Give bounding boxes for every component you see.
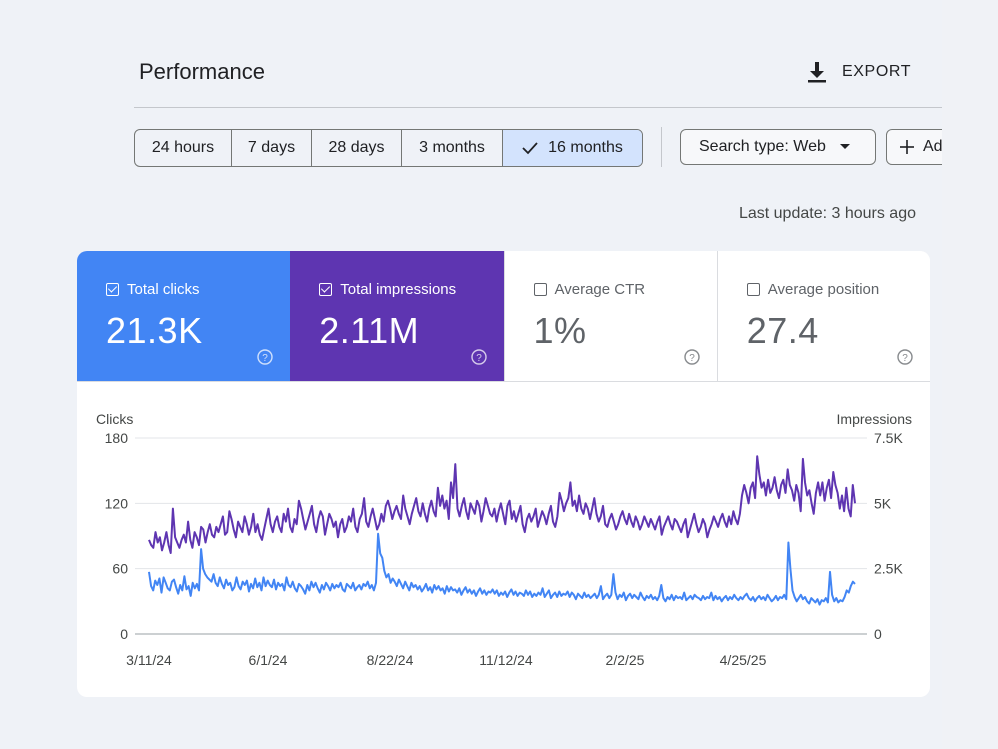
metric-label: Total clicks [127, 281, 200, 298]
dropdown-arrow-icon [839, 144, 850, 149]
date-range-16-months[interactable]: 16 months [503, 130, 642, 166]
y-tick-label-left: 120 [105, 495, 129, 511]
svg-text:?: ? [689, 353, 695, 364]
y-tick-label-left: 180 [105, 430, 129, 446]
page-title: Performance [139, 59, 265, 84]
search-type-label: Search type: Web [699, 138, 826, 155]
help-icon[interactable]: ? [897, 349, 913, 365]
metric-label-row: Total clicks [106, 281, 200, 298]
filter-separator [661, 127, 662, 167]
date-range-label: 16 months [548, 139, 623, 156]
date-range-selector: 24 hours 7 days 28 days 3 months 16 mont… [134, 129, 643, 167]
date-range-label: 28 days [328, 139, 385, 156]
line-chart: 180 7.5K 120 5K 60 2.5K 0 0 3/11/24 6/1/24 8/22/24… [105, 430, 904, 668]
date-range-label: 3 months [419, 139, 485, 156]
search-type-dropdown[interactable]: Search type: Web [680, 129, 876, 165]
clicks-series-line [148, 532, 856, 606]
y-tick-label-left: 60 [112, 561, 128, 577]
header-divider [134, 107, 942, 108]
right-axis-title: Impressions [836, 411, 912, 427]
y-tick-label-right: 7.5K [874, 430, 903, 446]
last-update-text: Last update: 3 hours ago [738, 205, 916, 222]
x-tick-label: 3/11/24 [126, 652, 172, 668]
checkbox-checked-icon[interactable] [106, 283, 119, 296]
metric-average-ctr[interactable]: Average CTR 1% ? [503, 251, 717, 381]
viewport-edge [942, 0, 998, 749]
svg-text:?: ? [262, 353, 268, 364]
x-tick-label: 6/1/24 [249, 652, 288, 668]
download-icon [808, 62, 826, 83]
x-tick-label: 11/12/24 [479, 652, 533, 668]
x-tick-label: 8/22/24 [367, 652, 414, 668]
date-range-24-hours[interactable]: 24 hours [135, 130, 232, 166]
y-tick-label-left: 0 [120, 626, 128, 642]
metric-tiles: Total clicks 21.3K ? Total impressions 2… [77, 251, 930, 382]
checkmark-icon [522, 142, 538, 155]
metric-label-row: Average position [746, 281, 880, 298]
svg-text:?: ? [902, 353, 908, 364]
performance-card: Total clicks 21.3K ? Total impressions 2… [77, 251, 930, 697]
add-filter-label: Ad [923, 138, 943, 155]
plus-icon [900, 140, 914, 154]
metric-label-row: Average CTR [533, 281, 646, 298]
metric-label: Total impressions [340, 281, 457, 298]
date-range-28-days[interactable]: 28 days [312, 130, 402, 166]
x-tick-label: 4/25/25 [720, 652, 767, 668]
help-icon[interactable]: ? [470, 349, 487, 365]
export-button[interactable]: EXPORT [806, 58, 911, 86]
date-range-7-days[interactable]: 7 days [232, 130, 312, 166]
metric-label: Average position [767, 281, 880, 298]
performance-chart: Clicks Impressions 180 7.5K 120 5K 60 2.5K 0 0 3… [77, 382, 930, 697]
metric-total-clicks[interactable]: Total clicks 21.3K ? [77, 251, 291, 381]
impressions-series-line [148, 455, 856, 554]
y-tick-label-right: 0 [874, 626, 882, 642]
metric-label: Average CTR [554, 281, 646, 298]
metric-value: 1% [533, 310, 587, 351]
metric-total-impressions[interactable]: Total impressions 2.11M ? [290, 251, 504, 381]
metric-label-row: Total impressions [319, 281, 456, 298]
checkbox-unchecked-icon[interactable] [533, 283, 547, 296]
metric-value: 27.4 [746, 310, 819, 351]
export-label: EXPORT [842, 63, 912, 80]
metric-value: 2.11M [319, 310, 420, 351]
metric-value: 21.3K [106, 310, 203, 351]
left-axis-title: Clicks [96, 411, 134, 427]
y-tick-label-right: 2.5K [874, 561, 903, 577]
checkbox-unchecked-icon[interactable] [746, 283, 760, 296]
help-icon[interactable]: ? [257, 349, 273, 365]
y-tick-label-right: 5K [874, 495, 892, 511]
x-tick-label: 2/2/25 [606, 652, 645, 668]
date-range-3-months[interactable]: 3 months [402, 130, 503, 166]
checkbox-checked-icon[interactable] [319, 283, 333, 296]
metric-average-position[interactable]: Average position 27.4 ? [716, 251, 930, 381]
svg-text:?: ? [476, 353, 482, 364]
help-icon[interactable]: ? [684, 349, 700, 365]
date-range-label: 24 hours [151, 139, 215, 156]
date-range-label: 7 days [247, 139, 296, 156]
